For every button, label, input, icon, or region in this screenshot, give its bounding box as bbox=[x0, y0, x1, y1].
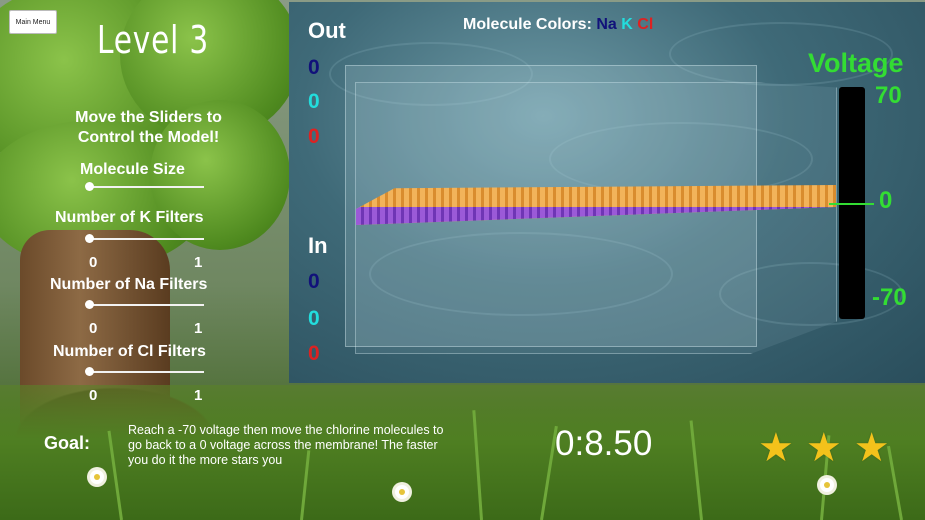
voltage-zero-label: 0 bbox=[879, 187, 893, 214]
cl-filters-slider[interactable] bbox=[85, 367, 204, 377]
cl-filters-label: Number of Cl Filters bbox=[53, 343, 206, 360]
k-filters-label: Number of K Filters bbox=[55, 209, 204, 226]
slider-track bbox=[88, 371, 204, 373]
voltage-title: Voltage bbox=[808, 48, 904, 78]
k-filters-min: 0 bbox=[89, 254, 98, 271]
out-k-count: 0 bbox=[308, 90, 320, 113]
slider-track bbox=[88, 186, 204, 188]
na-filters-slider[interactable] bbox=[85, 300, 204, 310]
na-color-label: Na bbox=[596, 16, 617, 33]
daisy-flower bbox=[90, 470, 104, 484]
tree-canopy bbox=[150, 100, 290, 250]
molecule-size-label: Molecule Size bbox=[80, 161, 185, 178]
slider-handle[interactable] bbox=[85, 300, 94, 309]
molecule-colors-label: Molecule Colors: bbox=[463, 16, 592, 33]
slider-handle[interactable] bbox=[85, 367, 94, 376]
na-filters-label: Number of Na Filters bbox=[50, 276, 208, 293]
star-icon: ★ bbox=[853, 426, 902, 470]
instructions-text: Move the Sliders to Control the Model! bbox=[75, 109, 222, 146]
voltage-min-label: -70 bbox=[872, 284, 907, 311]
k-color-label: K bbox=[621, 16, 633, 33]
timer: 0:8.50 bbox=[555, 424, 653, 463]
goal-text: Reach a -70 voltage then move the chlori… bbox=[128, 423, 444, 467]
slider-track bbox=[88, 238, 204, 240]
k-filters-slider[interactable] bbox=[85, 234, 204, 244]
out-na-count: 0 bbox=[308, 56, 320, 79]
grass-foreground bbox=[0, 385, 925, 520]
daisy-flower bbox=[395, 485, 409, 499]
in-label: In bbox=[308, 233, 328, 258]
out-label: Out bbox=[308, 18, 346, 43]
main-menu-button[interactable]: Main Menu bbox=[9, 10, 57, 34]
slider-handle[interactable] bbox=[85, 182, 94, 191]
in-k-count: 0 bbox=[308, 307, 320, 330]
cl-filters-min: 0 bbox=[89, 387, 98, 404]
cl-filters-max: 1 bbox=[194, 387, 203, 404]
voltage-needle bbox=[829, 203, 874, 205]
star-rating: ★★★ bbox=[758, 425, 902, 471]
slider-handle[interactable] bbox=[85, 234, 94, 243]
daisy-flower bbox=[820, 478, 834, 492]
cl-color-label: Cl bbox=[637, 16, 654, 33]
in-cl-count: 0 bbox=[308, 342, 320, 365]
star-icon: ★ bbox=[758, 426, 806, 470]
na-filters-min: 0 bbox=[89, 320, 98, 337]
voltage-max-label: 70 bbox=[875, 82, 902, 109]
k-filters-max: 1 bbox=[194, 254, 203, 271]
na-filters-max: 1 bbox=[194, 320, 203, 337]
level-title: Level 3 bbox=[97, 18, 209, 62]
goal-label: Goal: bbox=[44, 433, 91, 453]
in-na-count: 0 bbox=[308, 270, 320, 293]
slider-track bbox=[88, 304, 204, 306]
out-cl-count: 0 bbox=[308, 125, 320, 148]
molecule-size-slider[interactable] bbox=[85, 182, 204, 192]
molecule-colors-legend: Molecule Colors: Na K Cl bbox=[463, 16, 653, 34]
star-icon: ★ bbox=[805, 426, 854, 470]
